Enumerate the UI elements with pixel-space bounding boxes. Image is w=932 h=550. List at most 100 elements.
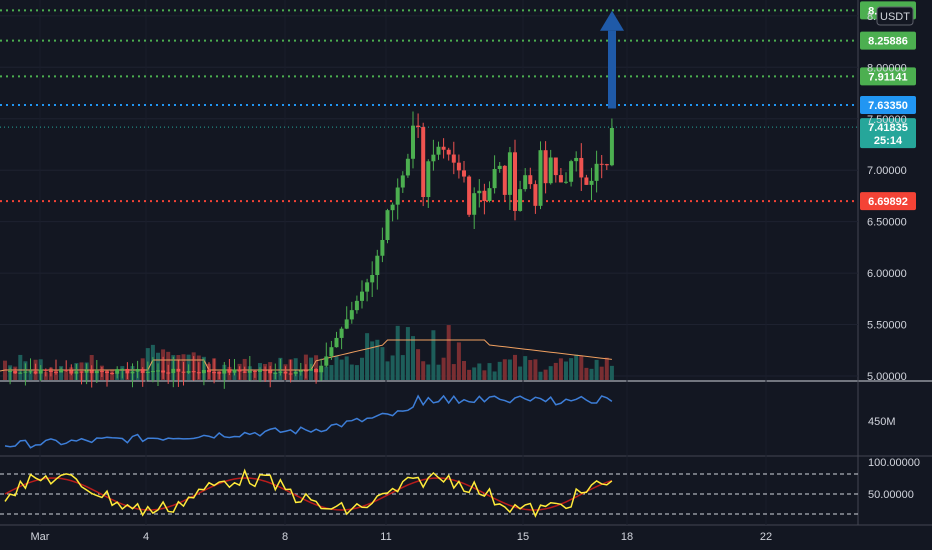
candle-body [247,370,252,373]
currency-label: USDT [880,11,910,23]
volume-bar [579,355,584,380]
candle-body [18,372,23,374]
obv-tick-label: 450M [868,416,896,428]
candle-body [543,150,548,184]
price-tick-label: 6.50000 [867,217,907,229]
candle-body [395,187,400,205]
volume-bar [339,359,344,380]
currency-badge[interactable]: USDT [876,6,914,26]
candle-body [176,368,181,372]
obv-line [4,394,613,449]
volume-bar [543,369,548,380]
candle-body [354,300,359,311]
candle-body [186,371,191,373]
candle-body [579,157,584,178]
volume-bar [365,333,370,380]
volume-bar [528,360,533,380]
candle-body [38,369,43,374]
volume-bar [482,370,487,380]
candle-body [125,368,130,374]
volume-bar [569,358,574,380]
candle-body [69,370,74,374]
candle-body [13,371,18,374]
time-tick-label: 22 [760,531,772,543]
candle-body [502,165,507,195]
candle-body [370,275,375,283]
volume-bar [446,325,451,380]
price-tick-label: 5.50000 [867,320,907,332]
obv-panel: 450M [4,394,896,449]
volume-bar [553,362,558,380]
candle-body [84,370,89,373]
panel-separators [0,0,932,526]
volume-bar [477,363,482,380]
volume-bar [385,361,390,380]
candle-body [385,210,390,241]
volume-bar [564,361,568,380]
volume-bar [54,369,58,380]
rsi-signal-line [4,477,613,511]
candle-body [405,158,410,176]
time-axis[interactable]: Mar 4 8 11 15 18 22 [31,531,773,543]
volume-bar [431,330,436,380]
volume-bar [395,325,400,380]
arrow-shaft [608,30,616,109]
price-tick-label: 7.00000 [867,165,907,177]
candle-body [416,125,421,128]
candle-body [456,162,461,171]
arrow-head [600,10,624,31]
candle-body [523,175,528,190]
candle-body [528,175,533,185]
volume-bar [375,339,380,380]
candle-body [283,371,288,374]
candle-body [94,371,99,374]
volume-bar [487,363,492,380]
candle-body [263,370,268,372]
level-tag-label: 7.91141 [868,71,907,83]
candle-body [482,190,487,202]
candle-body [268,370,273,374]
candle-body [145,371,150,373]
volume-bar [232,371,237,380]
volume-bar [507,359,512,380]
volume-bar [344,356,349,380]
candle-body [217,372,222,374]
candle-body [400,175,405,188]
volume-bar [416,349,421,380]
volume-bar [421,361,426,380]
volume-bar [518,366,523,380]
candle-body [334,337,339,348]
target-arrow-icon[interactable] [600,10,624,109]
volume-bar [513,354,517,380]
candle-body [79,371,84,373]
volume-bar [28,369,33,380]
price-axis[interactable]: 9.000008.500008.000007.500007.000006.500… [867,0,907,383]
candle-body [43,369,48,371]
candle-body [237,369,242,372]
candle-body [492,169,497,189]
candle-body [319,365,324,373]
candle-body [242,371,247,373]
volume-bar [502,359,507,380]
candle-body [594,163,599,181]
candle-body [365,282,370,292]
candle-body [150,371,155,373]
candle-body [54,371,58,373]
candle-body [411,125,415,159]
level-tag [860,67,916,86]
volume-bar [370,341,375,380]
volume-bar [324,366,329,380]
candle-body [477,190,482,194]
volume-bar [609,365,614,380]
candle-body [584,177,589,185]
rsi-panel: 100.00000 50.00000 [0,457,920,518]
time-tick-label: 18 [621,531,633,543]
horizontal-levels[interactable]: 8.553718.258867.911417.633506.698927.418… [0,1,916,211]
price-grid [0,15,858,377]
candle-body [390,204,395,211]
candle-body [589,180,594,185]
volume-bar [533,359,538,380]
candle-body [278,371,283,373]
candle-body [462,170,466,177]
